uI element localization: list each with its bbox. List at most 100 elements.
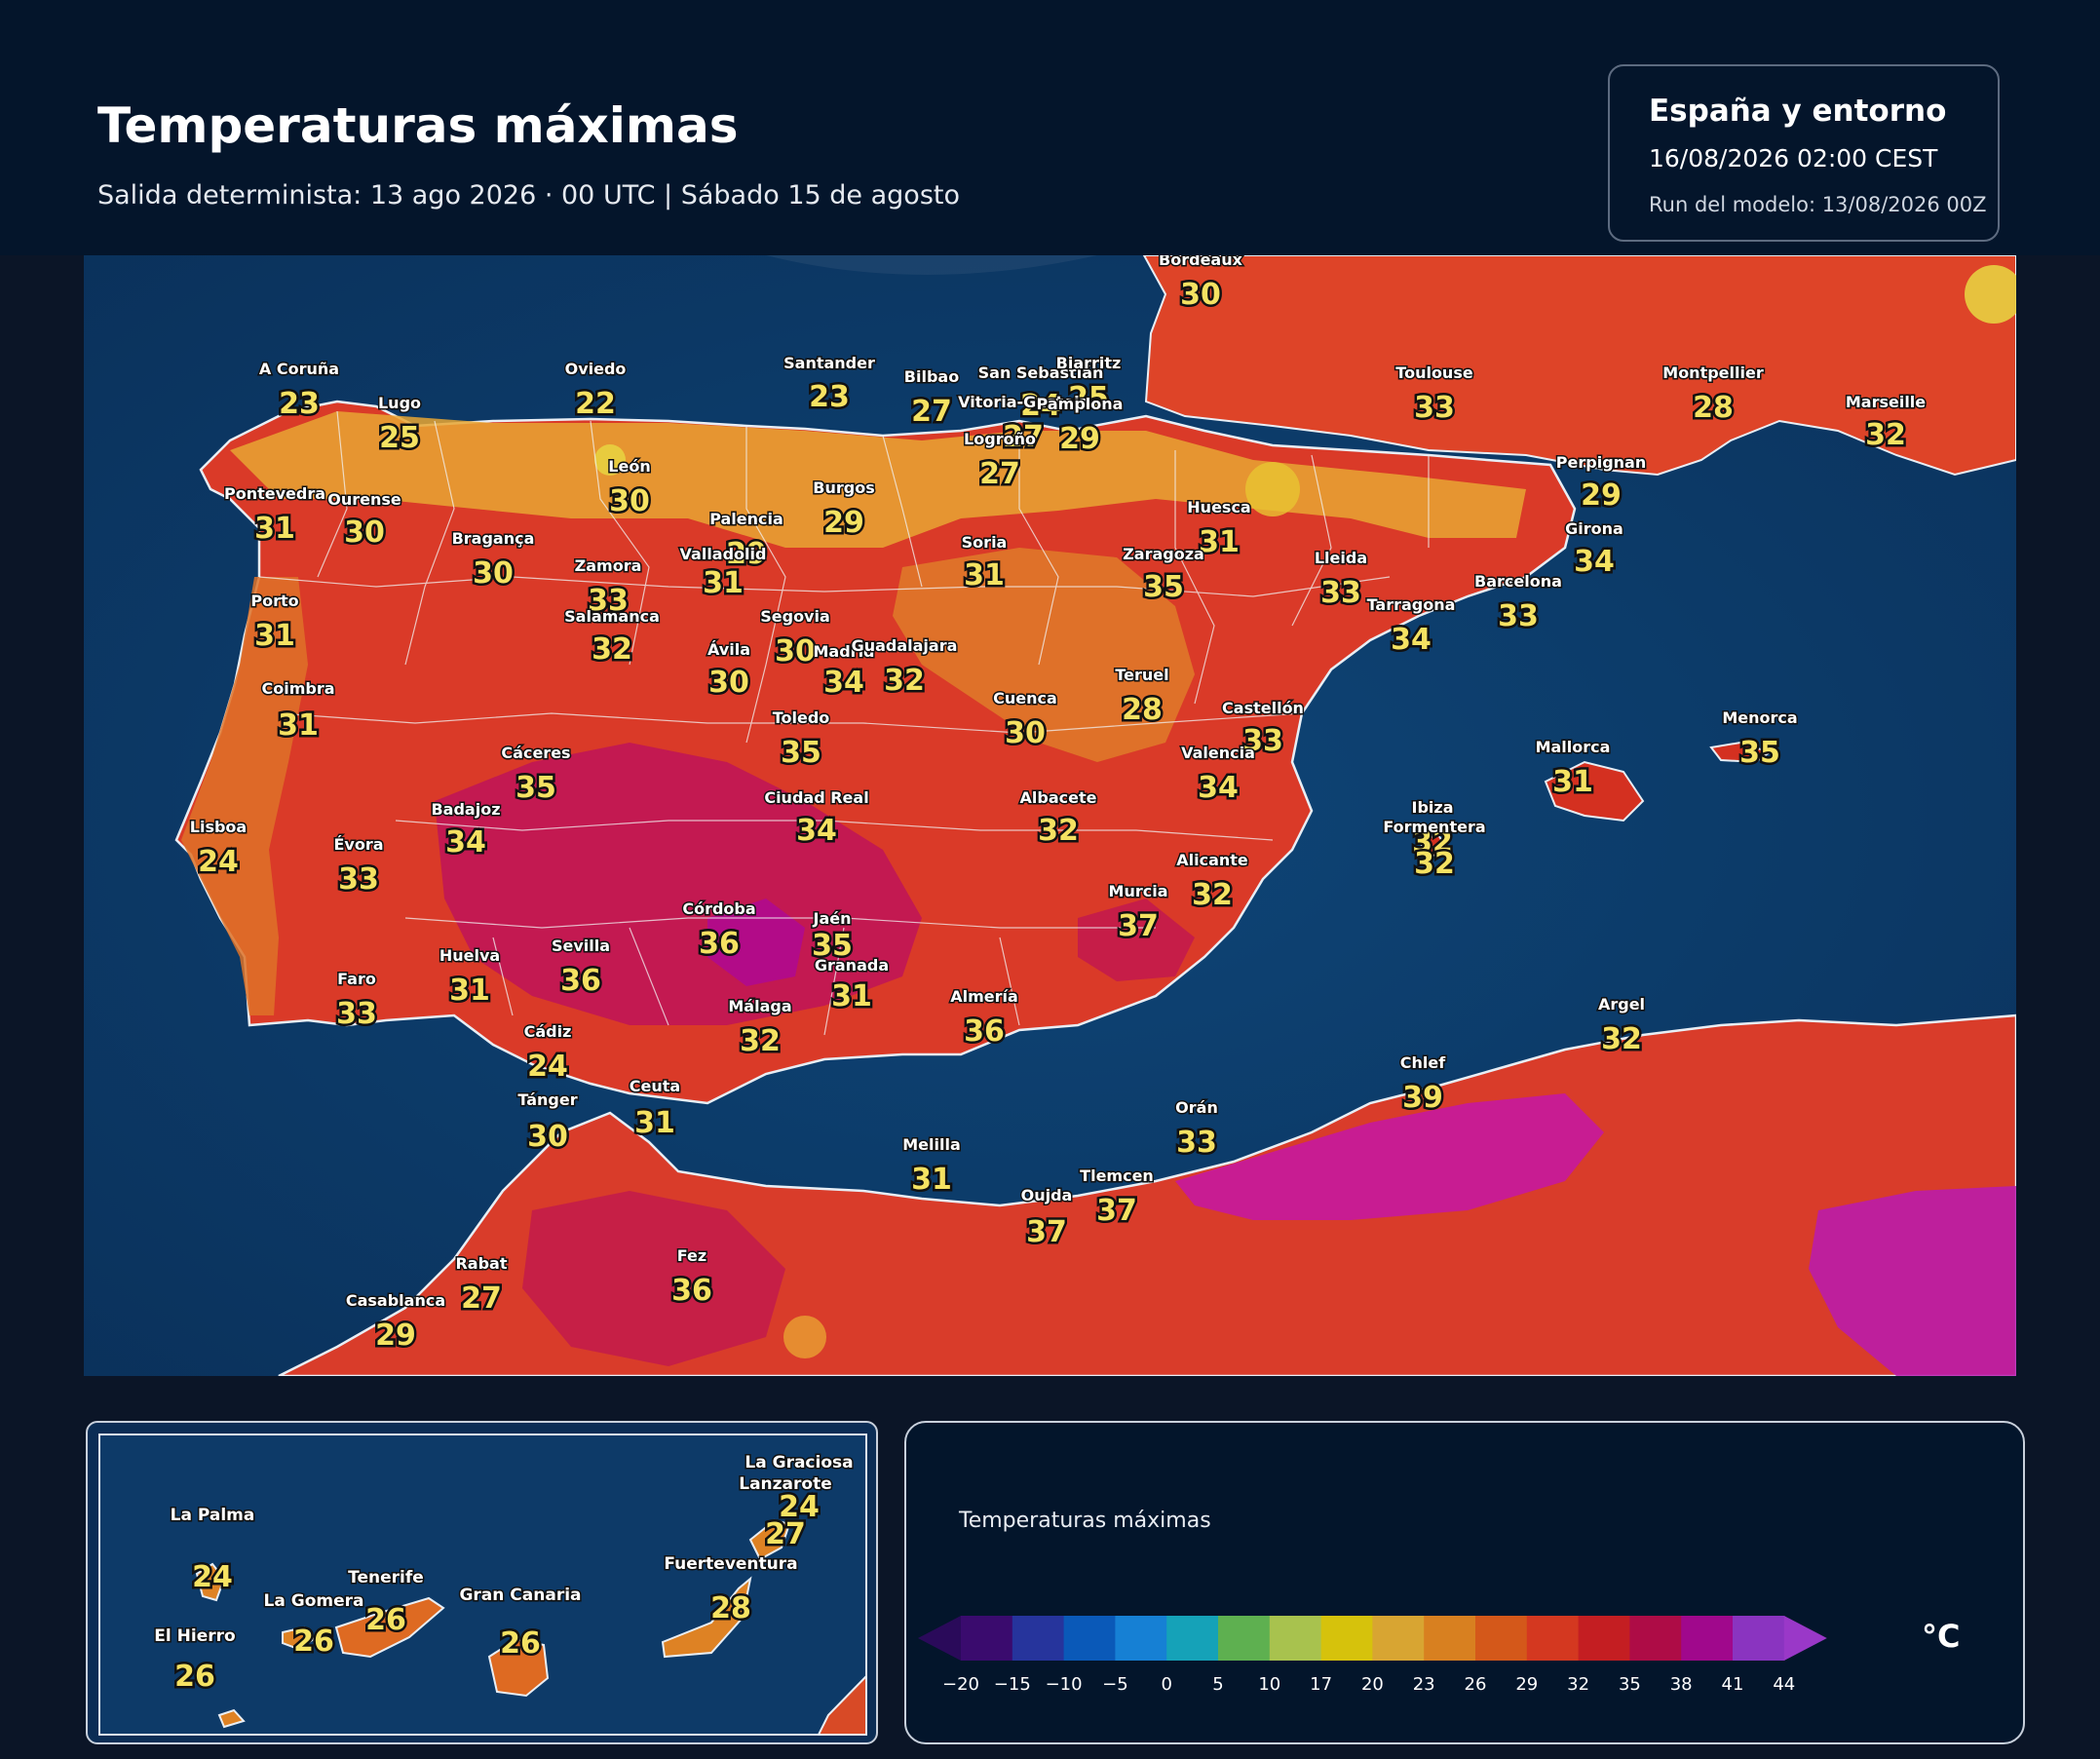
station-name: Palencia	[709, 510, 783, 528]
station-name: Segovia	[760, 607, 830, 626]
station-name: Toulouse	[1395, 363, 1473, 382]
station-temp: 33	[1242, 724, 1283, 758]
colorbar-ticks: −20 −15 −10 −5 0 5 10 17 20 23 26 29 32 35 38 41 44	[942, 1674, 1795, 1695]
station-name: Bragança	[452, 529, 535, 548]
station-name: León	[608, 457, 650, 476]
colorbar-swatch	[1475, 1616, 1528, 1661]
station-name: Bilbao	[904, 367, 959, 386]
colorbar-swatch	[1320, 1616, 1373, 1661]
station-temp: 31	[254, 619, 295, 653]
station-name: Girona	[1565, 519, 1623, 538]
mallorca-land	[1544, 760, 1645, 822]
colorbar-tick-label: 41	[1722, 1674, 1744, 1695]
station-name: Valladolid	[680, 545, 767, 563]
station-temp: 26	[293, 1625, 334, 1659]
station-name: Soria	[962, 533, 1008, 552]
station-temp: 34	[823, 666, 864, 700]
station-temp: 30	[473, 556, 514, 591]
station-temp: 27	[1003, 420, 1044, 454]
station-temp: 39	[1402, 1081, 1443, 1115]
station-name: Salamanca	[564, 607, 660, 626]
station-name: Fuerteventura	[664, 1554, 797, 1574]
heat-algeria-purple	[1175, 1093, 1604, 1220]
station-name: Granada	[815, 956, 889, 975]
station-temp: 32	[1414, 847, 1455, 881]
province-borders	[258, 410, 1430, 1036]
station-temp: 24	[1020, 389, 1061, 423]
hotspot-east	[1965, 265, 2016, 324]
station-temp: 31	[964, 558, 1005, 593]
station-name: Argel	[1598, 995, 1645, 1013]
station-temp: 30	[708, 666, 749, 700]
station-temp: 26	[174, 1660, 215, 1694]
station-temp: 33	[1176, 1126, 1217, 1160]
station-temp: 36	[964, 1014, 1005, 1049]
gran-canaria-land	[487, 1637, 550, 1698]
station-temp: 32	[884, 664, 925, 698]
station-temp: 31	[449, 974, 490, 1008]
canary-inset-map[interactable]: La Graciosa 24 Lanzarote 27 La Palma 24 Fuerte…	[86, 1421, 878, 1744]
colorbar-swatch	[1166, 1616, 1219, 1661]
heat-south-magenta	[435, 743, 922, 1025]
colorbar-swatch	[1269, 1616, 1322, 1661]
station-temp: 34	[1198, 771, 1239, 805]
colorbar-tick-label: 23	[1413, 1674, 1435, 1695]
station-name: Coimbra	[261, 679, 334, 698]
station-temp: 31	[703, 566, 744, 600]
colorbar-high-extend	[1783, 1616, 1827, 1661]
station-name: Chlef	[1400, 1053, 1446, 1072]
station-temp: 24	[779, 1490, 820, 1524]
station-name: Valencia	[1181, 744, 1255, 762]
station-name: Évora	[333, 835, 383, 854]
station-name: Almería	[950, 987, 1018, 1006]
colorbar-swatch	[961, 1616, 1013, 1661]
station-name: Cuenca	[993, 689, 1057, 707]
station-temp: 31	[831, 979, 872, 1013]
station-temp: 35	[1143, 570, 1184, 604]
colorbar-tick-label: −10	[1046, 1674, 1083, 1695]
station-name: Zamora	[575, 556, 642, 575]
colorbar-tick-label: 5	[1212, 1674, 1223, 1695]
heat-core-purple	[707, 899, 805, 986]
hotspot-morocco	[783, 1316, 826, 1358]
station-name: Ceuta	[630, 1077, 680, 1095]
model-run-label: Run del modelo: 13/08/2026 00Z	[1649, 193, 1987, 216]
station-name: San Sebastián	[978, 363, 1104, 382]
station-name: Rabat	[455, 1254, 507, 1273]
station-name: Cádiz	[524, 1022, 572, 1041]
station-name: Ourense	[327, 490, 401, 509]
colorbar-tick-label: −15	[994, 1674, 1031, 1695]
station-temp: 34	[1391, 623, 1432, 657]
station-name: Casablanca	[346, 1291, 445, 1310]
colorbar-swatch	[1733, 1616, 1785, 1661]
colorbar-tick-label: 20	[1361, 1674, 1384, 1695]
station-temp: 30	[609, 484, 650, 518]
hotspot-north	[594, 444, 626, 476]
station-temp: 29	[726, 537, 767, 571]
station-name: La Palma	[171, 1506, 255, 1525]
station-temp: 35	[812, 929, 853, 963]
station-temp: 28	[710, 1591, 751, 1625]
la-palma-land	[195, 1562, 226, 1602]
station-temp: 32	[1192, 878, 1233, 912]
station-name: Albacete	[1020, 788, 1097, 807]
main-map[interactable]: Bordeaux 30 A Coruña 23 Lugo 25 Oviedo 22 Santan…	[84, 255, 2016, 1376]
station-temp: 31	[1199, 525, 1240, 559]
station-temp: 33	[1498, 599, 1539, 633]
station-temp: 26	[500, 1626, 541, 1661]
africa-coast	[817, 1673, 867, 1736]
info-box: España y entorno 16/08/2026 02:00 CEST R…	[1608, 64, 2000, 242]
station-name: Ávila	[707, 640, 750, 659]
station-name: Sevilla	[552, 937, 610, 955]
station-temp: 31	[911, 1163, 952, 1197]
station-name: Melilla	[902, 1135, 961, 1154]
colorbar-tick-label: 35	[1619, 1674, 1641, 1695]
station-name: Cáceres	[501, 744, 570, 762]
station-temp: 26	[365, 1603, 406, 1637]
menorca-land	[1709, 741, 1773, 764]
station-temp: 29	[375, 1319, 416, 1353]
colorbar-swatch	[1372, 1616, 1425, 1661]
station-temp: 31	[1552, 765, 1593, 799]
station-temp: 28	[1122, 693, 1163, 727]
